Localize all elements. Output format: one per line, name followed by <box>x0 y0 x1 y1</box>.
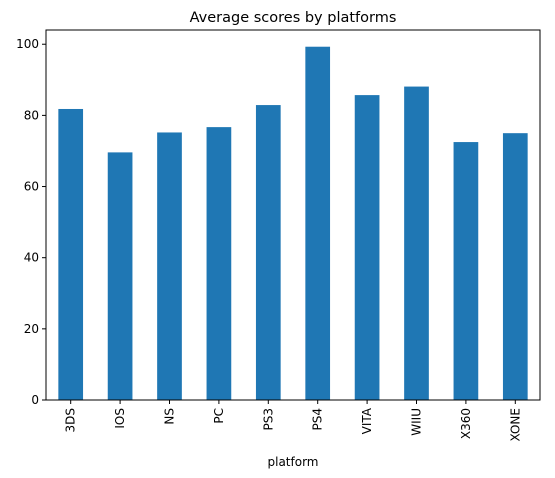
bar-vita <box>354 95 380 400</box>
x-tick-label: PC <box>212 408 226 424</box>
x-tick-label: IOS <box>113 408 127 429</box>
x-tick-label: XONE <box>508 408 522 441</box>
y-tick-label: 80 <box>24 108 39 122</box>
x-axis-label: platform <box>268 455 319 469</box>
y-tick-label: 40 <box>24 251 39 265</box>
x-tick-label: PS4 <box>311 408 325 431</box>
chart-title: Average scores by platforms <box>190 10 397 26</box>
bar-ns <box>157 132 182 400</box>
x-tick-label: PS3 <box>261 408 275 431</box>
bars-group <box>58 46 528 400</box>
bar-pc <box>206 127 232 400</box>
y-tick-label: 20 <box>24 322 39 336</box>
x-tick-label: VITA <box>360 407 374 434</box>
bar-3ds <box>58 108 84 400</box>
bar-ps3 <box>255 105 281 400</box>
x-axis-ticks: 3DS IOS NS PC PS3 PS4 VITA WIIU X360 XONE <box>64 400 522 441</box>
x-tick-label: 3DS <box>64 408 78 433</box>
bar-ios <box>107 152 133 400</box>
bar-wiiu <box>404 86 429 400</box>
y-tick-label: 100 <box>16 37 39 51</box>
bar-x360 <box>453 142 479 400</box>
y-tick-label: 0 <box>31 393 39 407</box>
x-tick-label: NS <box>163 408 177 425</box>
y-axis-ticks: 0 20 40 60 80 100 <box>16 37 46 407</box>
bar-xone <box>502 133 528 400</box>
plot-frame <box>45 29 541 401</box>
x-tick-label: WIIU <box>410 408 424 436</box>
y-tick-label: 60 <box>24 180 39 194</box>
bar-ps4 <box>305 46 331 400</box>
x-tick-label: X360 <box>459 408 473 439</box>
